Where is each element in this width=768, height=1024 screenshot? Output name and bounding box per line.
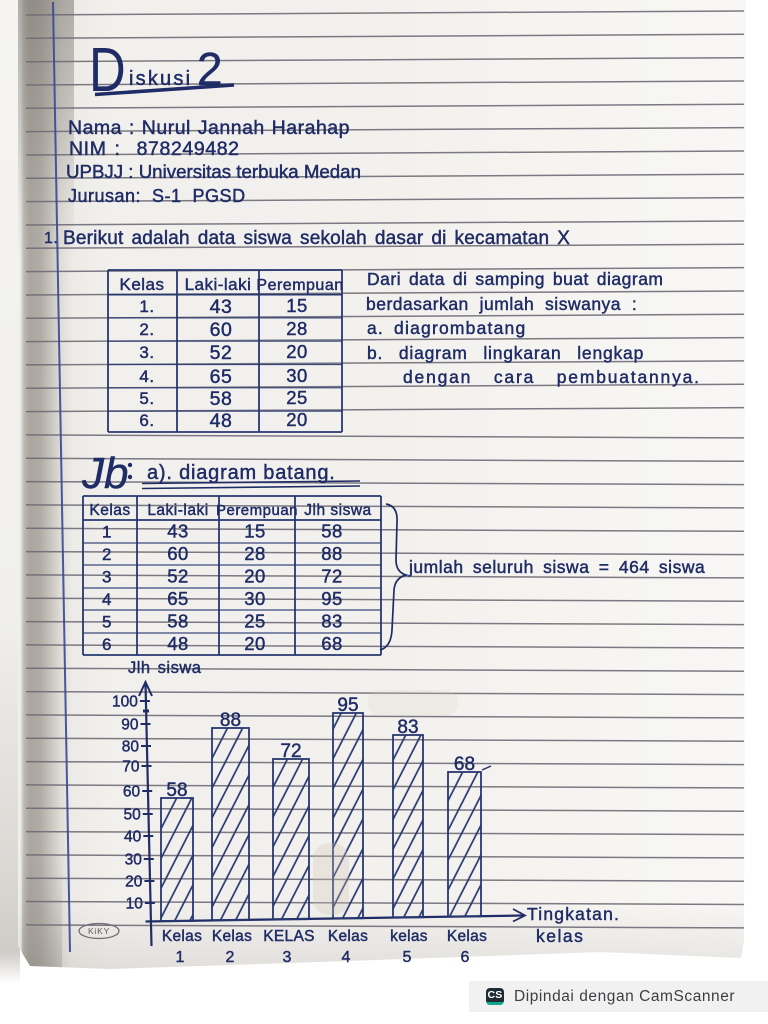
svg-text:60: 60: [123, 784, 141, 801]
svg-text:88: 88: [321, 543, 343, 564]
svg-text:60: 60: [210, 319, 233, 341]
svg-text:43: 43: [210, 296, 233, 318]
svg-text:Dari data di samping buat diag: Dari data di samping buat diagram: [367, 269, 664, 289]
svg-text:52: 52: [210, 342, 233, 364]
svg-text:Kelas: Kelas: [162, 928, 202, 945]
svg-text:28: 28: [244, 543, 266, 564]
svg-text:68: 68: [454, 754, 475, 775]
svg-text:NIM : 878249482: NIM : 878249482: [69, 138, 240, 160]
svg-text:70: 70: [122, 759, 140, 776]
svg-text:3: 3: [283, 949, 292, 966]
svg-text:48: 48: [210, 410, 233, 432]
svg-text:5: 5: [102, 613, 112, 632]
svg-text:80: 80: [122, 739, 140, 756]
svg-text:KiKY: KiKY: [88, 926, 110, 936]
svg-text:43: 43: [167, 521, 189, 542]
svg-text:a. diagrombatang: a. diagrombatang: [367, 318, 526, 338]
svg-text:6: 6: [102, 635, 112, 654]
svg-text:6.: 6.: [139, 411, 154, 430]
svg-text:1: 1: [102, 523, 112, 542]
svg-text:58: 58: [210, 388, 233, 410]
svg-text:95: 95: [337, 695, 358, 716]
svg-text:50: 50: [123, 807, 141, 824]
svg-text:Tingkatan.: Tingkatan.: [527, 904, 620, 924]
svg-text:Laki-laki: Laki-laki: [185, 275, 252, 294]
svg-text:95: 95: [321, 588, 343, 609]
svg-text:100: 100: [112, 694, 138, 711]
svg-text:4: 4: [102, 590, 112, 609]
svg-text:25: 25: [244, 611, 266, 632]
svg-text:KELAS: KELAS: [263, 928, 314, 945]
svg-text:60: 60: [167, 543, 189, 564]
svg-text:1: 1: [176, 949, 185, 966]
svg-text:2: 2: [226, 949, 235, 966]
svg-text:58: 58: [166, 780, 187, 801]
svg-text:1.: 1.: [44, 230, 58, 247]
svg-text:dengan cara pembuatannya.: dengan cara pembuatannya.: [403, 367, 701, 387]
svg-text:b. diagram lingkaran lengkap: b. diagram lingkaran lengkap: [367, 343, 644, 363]
svg-text:25: 25: [286, 387, 308, 408]
svg-text:15: 15: [244, 521, 266, 542]
svg-text:a). diagram batang.: a). diagram batang.: [147, 462, 336, 484]
svg-text:5: 5: [403, 949, 412, 966]
svg-text:20: 20: [286, 409, 308, 430]
svg-text:5.: 5.: [139, 389, 154, 408]
svg-text:72: 72: [321, 566, 343, 587]
svg-text:58: 58: [321, 521, 343, 542]
svg-text:48: 48: [167, 633, 189, 654]
svg-text:20: 20: [125, 874, 143, 891]
svg-text:jumlah seluruh siswa = 464 sis: jumlah seluruh siswa = 464 siswa: [408, 557, 705, 577]
svg-text:Kelas: Kelas: [212, 928, 252, 945]
svg-text:72: 72: [280, 741, 301, 762]
svg-text:Jb: Jb: [81, 449, 128, 498]
svg-text:65: 65: [210, 366, 233, 388]
svg-text:UPBJJ : Universitas terbuka Me: UPBJJ : Universitas terbuka Medan: [66, 161, 361, 182]
svg-text:1.: 1.: [139, 297, 154, 316]
svg-text:berdasarkan jumlah siswanya :: berdasarkan jumlah siswanya :: [366, 294, 637, 314]
svg-text:Kelas: Kelas: [119, 275, 164, 294]
svg-text:Perempuan: Perempuan: [216, 502, 298, 519]
svg-text:kelas: kelas: [390, 928, 428, 945]
svg-text:6: 6: [461, 949, 470, 966]
svg-text:40: 40: [124, 829, 142, 846]
svg-text:Kelas: Kelas: [447, 928, 487, 945]
svg-text:iskusi: iskusi: [129, 68, 192, 90]
svg-text:52: 52: [167, 566, 189, 587]
svg-text:10: 10: [126, 896, 144, 913]
svg-text:30: 30: [286, 365, 308, 386]
svg-text:68: 68: [321, 633, 343, 654]
svg-text:Laki-laki: Laki-laki: [147, 502, 208, 519]
svg-text:28: 28: [286, 318, 308, 339]
svg-text:90: 90: [121, 717, 139, 734]
svg-text:kelas: kelas: [536, 926, 584, 946]
svg-text:Perempuan: Perempuan: [256, 277, 343, 294]
svg-text:3.: 3.: [139, 343, 154, 362]
svg-text:20: 20: [286, 341, 308, 362]
svg-text:Jurusan: S-1 PGSD: Jurusan: S-1 PGSD: [68, 186, 246, 206]
svg-text:65: 65: [167, 588, 189, 609]
svg-text:83: 83: [397, 717, 418, 738]
svg-text:Kelas: Kelas: [89, 502, 130, 519]
svg-text:2.: 2.: [139, 320, 154, 339]
svg-text:2: 2: [102, 545, 112, 564]
svg-text:3: 3: [102, 568, 112, 587]
svg-text:88: 88: [220, 710, 241, 731]
svg-text:4.: 4.: [139, 367, 154, 386]
svg-text:20: 20: [244, 566, 266, 587]
svg-text:Kelas: Kelas: [328, 928, 368, 945]
svg-text:30: 30: [244, 588, 266, 609]
svg-text:20: 20: [244, 633, 266, 654]
svg-text:Jlh siswa: Jlh siswa: [128, 659, 202, 677]
svg-text:4: 4: [342, 949, 351, 966]
svg-text:83: 83: [321, 611, 343, 632]
svg-text:Berikut adalah data siswa seko: Berikut adalah data siswa sekolah dasar …: [63, 228, 570, 249]
svg-text:Jlh siswa: Jlh siswa: [304, 502, 371, 519]
svg-text:15: 15: [286, 295, 308, 316]
svg-text:30: 30: [125, 852, 143, 869]
svg-text:Nama : Nurul Jannah Harahap: Nama : Nurul Jannah Harahap: [68, 117, 350, 139]
svg-text:58: 58: [167, 611, 189, 632]
